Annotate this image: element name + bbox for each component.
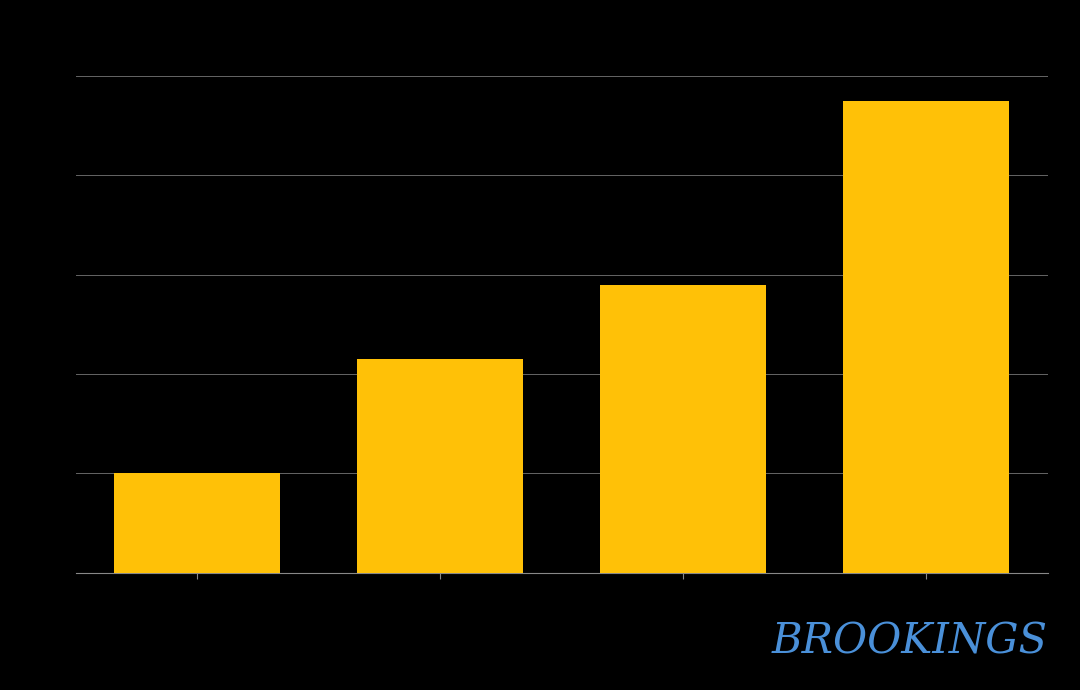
Bar [600,284,766,573]
Bar [843,101,1009,573]
Text: BROOKINGS: BROOKINGS [771,620,1048,662]
Bar [357,359,523,573]
Bar [114,473,280,573]
